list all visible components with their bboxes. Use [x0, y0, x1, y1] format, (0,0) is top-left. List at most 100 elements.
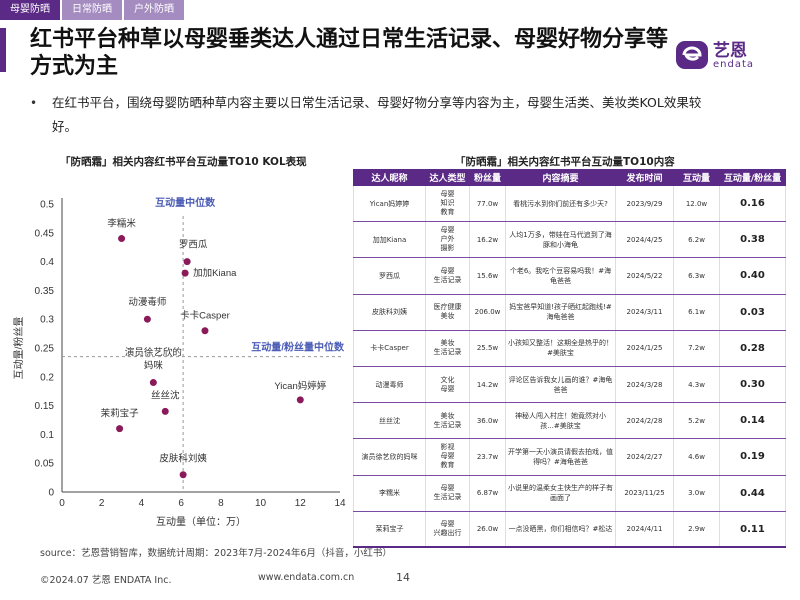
table-cell-date: 2024/4/11: [615, 511, 674, 549]
table-cell-ratio: 0.16: [719, 185, 786, 223]
y-tick-label: 0.2: [40, 372, 54, 383]
table-cell-type: 母婴 户外 摄影: [425, 221, 470, 259]
table-cell-name: 卡卡Casper: [353, 330, 426, 367]
table-cell-date: 2024/5/22: [615, 257, 674, 295]
page-title: 红书平台种草以母婴垂类达人通过日常生活记录、母婴好物分享等方式为主: [30, 27, 669, 79]
y-tick-label: 0.3: [40, 315, 54, 326]
table-cell-fans: 6.87w: [469, 475, 506, 512]
table-cell-fans: 77.0w: [469, 185, 506, 223]
x-tick-label: 6: [178, 498, 184, 509]
y-tick-label: 0.1: [40, 430, 54, 441]
chart-section-title: 「防晒霜」相关内容红书平台互动量TO10 KOL表现: [60, 156, 307, 168]
table-cell-summary: 看桃污水到你们前还有多少天?: [505, 185, 616, 223]
point-label: 罗西瓜: [179, 240, 208, 251]
y-tick-label: 0.5: [40, 200, 54, 211]
table-row: 皮肤科刘姨 医疗健康 美妆 206.0w 妈宝爸早知道!孩子晒红起跑线!#海龟爸爸 20…: [353, 294, 786, 331]
brand-logo: 艺恩 endata: [675, 32, 785, 77]
x-tick-label: 4: [139, 498, 145, 509]
y-tick-label: 0.15: [35, 401, 55, 412]
table-cell-fans: 23.7w: [469, 438, 506, 476]
table-cell-date: 2024/3/11: [615, 294, 674, 331]
scatter-point: [116, 425, 124, 433]
table-row: 茉莉宝子 母婴 兴趣出行 26.0w 一点没晒黑，你们相信吗？#松达 2024/4/11…: [353, 511, 786, 549]
x-tick-label: 8: [218, 498, 224, 509]
y-tick-label: 0.05: [35, 459, 55, 470]
point-label: 茉莉宝子: [101, 408, 140, 420]
table-cell-interaction: 6.2w: [673, 221, 720, 259]
table-row: 丝丝沈 美妆 生活记录 36.0w 神秘人闯入村庄！她竟然对小孩...#美肤宝 2024…: [353, 402, 786, 440]
top-tabs: 母婴防晒 日常防晒 户外防晒: [0, 0, 186, 20]
scatter-point: [161, 407, 169, 415]
y-tick-label: 0.35: [35, 286, 55, 297]
table-cell-interaction: 4.3w: [673, 366, 720, 404]
y-axis-label: 互动量/粉丝量: [12, 317, 25, 380]
table-cell-interaction: 12.0w: [673, 185, 720, 223]
title-accent-bar: [0, 28, 6, 72]
tab-outdoor-sunscreen[interactable]: 户外防晒: [124, 0, 184, 20]
point-label: 动漫毒师: [128, 296, 166, 308]
table-header-cell: 粉丝量: [469, 169, 506, 186]
table-cell-name: 皮肤科刘姨: [353, 294, 426, 331]
table-header-row: 达人昵称 达人类型 粉丝量 内容摘要 发布时间 互动量 互动量/粉丝量: [353, 169, 786, 186]
table-cell-summary: 小说里的温柔女主快生产的样子有画面了: [505, 475, 616, 512]
table-cell-interaction: 7.2w: [673, 330, 720, 367]
table-cell-name: 李糯米: [353, 475, 426, 512]
table-cell-interaction: 6.1w: [673, 294, 720, 331]
point-label: 妈咪: [144, 360, 164, 372]
table-header-cell: 互动量/粉丝量: [719, 169, 786, 186]
table-cell-date: 2024/2/28: [615, 402, 674, 440]
table-cell-fans: 25.5w: [469, 330, 506, 367]
table-cell-interaction: 3.0w: [673, 475, 720, 512]
table-row: 卡卡Casper 美妆 生活记录 25.5w 小孩知又整活！这期全是热乎的！#美肤宝 2…: [353, 330, 786, 367]
table-cell-summary: 神秘人闯入村庄！她竟然对小孩...#美肤宝: [505, 402, 616, 440]
table-cell-date: 2023/11/25: [615, 475, 674, 512]
kol-scatter-chart: 0 0.05 0.1 0.15 0.2 0.25 0.3 0.35 0.4 0.45 0.5 0 2 4 6…: [12, 196, 346, 528]
summary-bullet: 在红书平台，围绕母婴防晒种草内容主要以日常生活记录、母婴好物分享等内容为主，母婴…: [52, 95, 702, 134]
tab-maternal-sunscreen[interactable]: 母婴防晒: [0, 0, 60, 20]
table-header-cell: 互动量: [673, 169, 720, 186]
table-cell-type: 母婴 生活记录: [425, 257, 470, 295]
table-cell-fans: 206.0w: [469, 294, 506, 331]
tab-daily-sunscreen[interactable]: 日常防晒: [62, 0, 122, 20]
table-section-title: 「防晒霜」相关内容红书平台互动量TO10内容: [455, 156, 675, 168]
median-y-label: 互动量/粉丝量中位数: [251, 341, 345, 354]
point-label: 李糯米: [107, 218, 136, 230]
x-tick-label: 0: [59, 498, 65, 509]
source-note: source：艺恩营销智库，数据统计周期：2023年7月-2024年6月（抖音，…: [40, 548, 392, 559]
x-tick-label: 2: [99, 498, 105, 509]
table-cell-summary: 开学第一天小演员请假去拍戏，值得吗？#海龟爸爸: [505, 438, 616, 476]
table-cell-summary: 评论区告诉我女儿画的谁？#海龟爸爸: [505, 366, 616, 404]
table-cell-name: 动漫毒师: [353, 366, 426, 404]
table-cell-ratio: 0.03: [719, 294, 786, 331]
table-cell-interaction: 2.9w: [673, 511, 720, 549]
table-cell-type: 母婴 兴趣出行: [425, 511, 470, 549]
table-cell-date: 2024/2/27: [615, 438, 674, 476]
table-cell-type: 医疗健康 美妆: [425, 294, 470, 331]
point-label: 卡卡Casper: [180, 310, 230, 322]
table-cell-ratio: 0.30: [719, 366, 786, 404]
table-cell-ratio: 0.14: [719, 402, 786, 440]
table-cell-type: 母婴 知识 教育: [425, 185, 470, 223]
table-cell-interaction: 5.2w: [673, 402, 720, 440]
point-label: 丝丝沈: [151, 389, 180, 401]
scatter-point: [181, 269, 189, 277]
table-cell-fans: 36.0w: [469, 402, 506, 440]
table-cell-name: 加加Kiana: [353, 221, 426, 259]
table-cell-ratio: 0.44: [719, 475, 786, 512]
table-row: 动漫毒师 文化 母婴 14.2w 评论区告诉我女儿画的谁？#海龟爸爸 2024/3/28…: [353, 366, 786, 404]
table-row: Yican妈婷婷 母婴 知识 教育 77.0w 看桃污水到你们前还有多少天? 2023/…: [353, 185, 786, 223]
table-cell-name: Yican妈婷婷: [353, 185, 426, 223]
table-cell-ratio: 0.38: [719, 221, 786, 259]
scatter-point: [149, 379, 157, 387]
x-tick-label: 10: [255, 498, 267, 509]
y-tick-label: 0.45: [35, 228, 55, 239]
x-tick-label: 12: [295, 498, 307, 509]
website-link[interactable]: www.endata.com.cn: [258, 572, 355, 583]
table-cell-name: 罗西瓜: [353, 257, 426, 295]
table-header-cell: 发布时间: [615, 169, 674, 186]
table-cell-date: 2024/4/25: [615, 221, 674, 259]
table-cell-ratio: 0.40: [719, 257, 786, 295]
scatter-point: [183, 258, 191, 266]
table-cell-summary: 个老6。我吃个豆容易吗我！#海龟爸爸: [505, 257, 616, 295]
x-axis-label: 互动量（单位：万）: [156, 515, 246, 528]
